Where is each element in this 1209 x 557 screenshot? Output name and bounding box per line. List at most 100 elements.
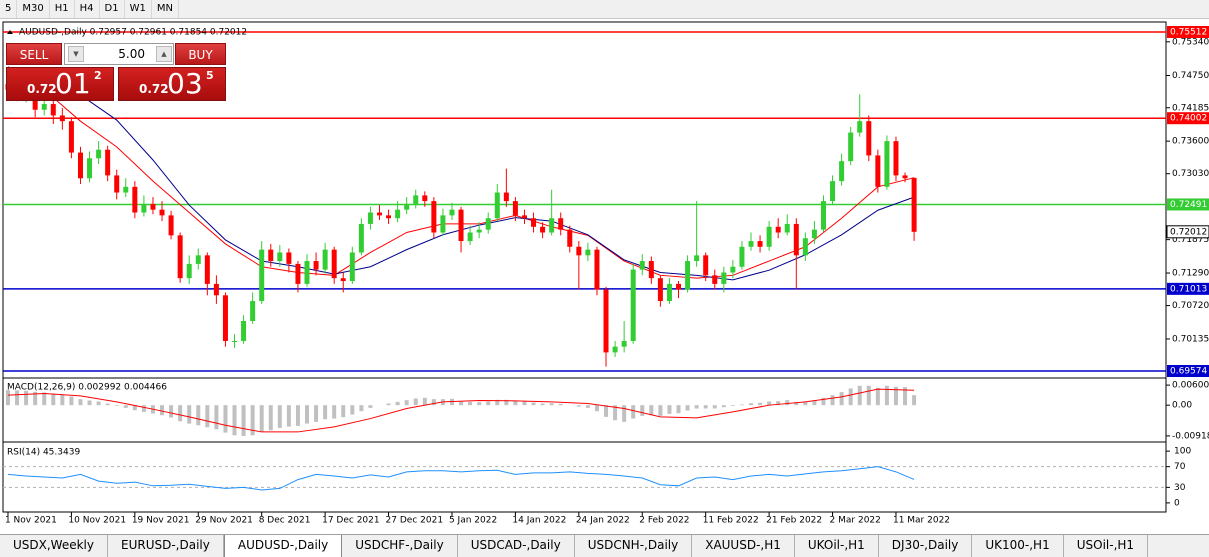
- x-tick-label: 2 Mar 2022: [830, 516, 881, 526]
- timeframe-button[interactable]: M30: [17, 0, 50, 18]
- chart-tab[interactable]: XAUUSD-,H1: [692, 535, 795, 557]
- x-tick-label: 24 Jan 2022: [576, 516, 630, 526]
- macd-bar: [730, 405, 735, 406]
- chart-tab[interactable]: AUDUSD-,Daily: [223, 535, 343, 557]
- ask-price[interactable]: 0.72 03 5: [118, 67, 226, 101]
- candle-body: [422, 195, 428, 202]
- macd-bar: [486, 401, 491, 406]
- macd-bar: [866, 385, 871, 406]
- macd-bar: [359, 405, 364, 412]
- macd-bar: [748, 403, 753, 406]
- candle-body: [784, 223, 790, 233]
- macd-bar: [477, 402, 482, 406]
- macd-bar: [622, 405, 627, 422]
- timeframe-button[interactable]: W1: [125, 0, 152, 18]
- sell-button[interactable]: SELL: [6, 43, 62, 65]
- candle-body: [531, 218, 537, 227]
- macd-bar: [912, 395, 917, 406]
- macd-bar: [739, 404, 744, 406]
- indicator-title: MACD(12,26,9) 0.002992 0.004466: [7, 383, 167, 393]
- candle-body: [358, 223, 364, 253]
- x-tick-label: 17 Dec 2021: [322, 516, 380, 526]
- macd-bar: [857, 385, 862, 406]
- candle-body: [186, 263, 192, 279]
- chart-tab[interactable]: EURUSD-,Daily: [108, 535, 224, 557]
- macd-bar: [413, 398, 418, 406]
- chart-tab[interactable]: UK100-,H1: [972, 535, 1064, 557]
- candle-body: [911, 177, 917, 232]
- candle-body: [77, 152, 83, 179]
- timeframe-button[interactable]: H1: [50, 0, 75, 18]
- chart-tab[interactable]: USDCNH-,Daily: [575, 535, 693, 557]
- lots-down[interactable]: ▼: [68, 46, 84, 62]
- x-tick-label: 21 Feb 2022: [766, 516, 822, 526]
- macd-bar: [33, 391, 38, 406]
- chart-tabs: USDX,Weekly EURUSD-,Daily AUDUSD-,Daily USD…: [0, 534, 1209, 557]
- candle-body: [558, 218, 564, 230]
- candle-body: [232, 340, 238, 342]
- candle-body: [168, 215, 174, 236]
- macd-bar: [232, 405, 237, 436]
- candle-body: [476, 229, 482, 233]
- candle-body: [141, 203, 147, 213]
- candle-body: [313, 261, 319, 270]
- timeframe-button[interactable]: 5: [0, 0, 18, 18]
- candle-body: [694, 255, 700, 262]
- candle-body: [150, 203, 156, 210]
- macd-bar: [449, 398, 454, 406]
- candle-body: [549, 218, 555, 233]
- y-tick-label: 0.75340: [1172, 37, 1209, 47]
- candle-body: [757, 241, 763, 247]
- macd-bar: [259, 405, 264, 432]
- macd-bar: [522, 401, 527, 406]
- indicator-title: RSI(14) 45.3439: [7, 448, 80, 458]
- chart-tab[interactable]: DJ30-,Daily: [879, 535, 973, 557]
- lots-up[interactable]: ▲: [156, 46, 172, 62]
- buy-button[interactable]: BUY: [175, 43, 226, 65]
- level-label-box: [1167, 282, 1209, 295]
- macd-bar: [341, 405, 346, 418]
- candle-body: [367, 212, 373, 224]
- candle-body: [494, 192, 500, 219]
- chart-tab[interactable]: USDCHF-,Daily: [342, 535, 458, 557]
- x-tick-label: 10 Nov 2021: [68, 516, 126, 526]
- timeframe-button[interactable]: D1: [100, 0, 125, 18]
- timeframe-button[interactable]: MN: [152, 0, 179, 18]
- bid-price[interactable]: 0.72 01 2: [6, 67, 114, 101]
- macd-bar: [96, 401, 101, 406]
- chart-tab[interactable]: UKOil-,H1: [795, 535, 879, 557]
- macd-bar: [776, 401, 781, 406]
- candle-body: [222, 295, 228, 341]
- candle-body: [331, 249, 337, 279]
- macd-bar: [540, 403, 545, 406]
- candle-body: [195, 255, 201, 264]
- timeframe-toolbar: 5 M30 H1 H4 D1 W1 MN: [0, 0, 1209, 19]
- candle-body: [376, 212, 382, 216]
- x-tick-label: 19 Nov 2021: [132, 516, 190, 526]
- macd-bar: [141, 405, 146, 412]
- macd-bar: [903, 387, 908, 406]
- y-tick-label: 0.70135: [1172, 334, 1209, 344]
- y-tick-label: 0.74185: [1172, 103, 1209, 113]
- macd-bar: [368, 405, 373, 408]
- candle-body: [395, 209, 401, 219]
- macd-bar: [250, 405, 255, 436]
- chart-tab[interactable]: USOil-,H1: [1064, 535, 1149, 557]
- timeframe-button[interactable]: H4: [75, 0, 100, 18]
- chart-tab[interactable]: USDCAD-,Daily: [458, 535, 575, 557]
- candle-body: [748, 241, 754, 247]
- macd-bar: [875, 387, 880, 406]
- candle-body: [449, 209, 455, 216]
- macd-bar: [395, 401, 400, 406]
- candle-body: [349, 252, 355, 282]
- lots-input[interactable]: 5.00: [64, 43, 174, 65]
- plot-frame: [2, 21, 1167, 513]
- last-price-box: [1166, 225, 1209, 239]
- macd-bar: [350, 405, 355, 415]
- candle-body: [657, 278, 663, 302]
- x-tick-label: 8 Dec 2021: [259, 516, 311, 526]
- candle-body: [703, 255, 709, 276]
- level-label-box: [1167, 25, 1209, 38]
- level-label: 0.69574: [1170, 367, 1207, 377]
- chart-tab[interactable]: USDX,Weekly: [0, 535, 108, 557]
